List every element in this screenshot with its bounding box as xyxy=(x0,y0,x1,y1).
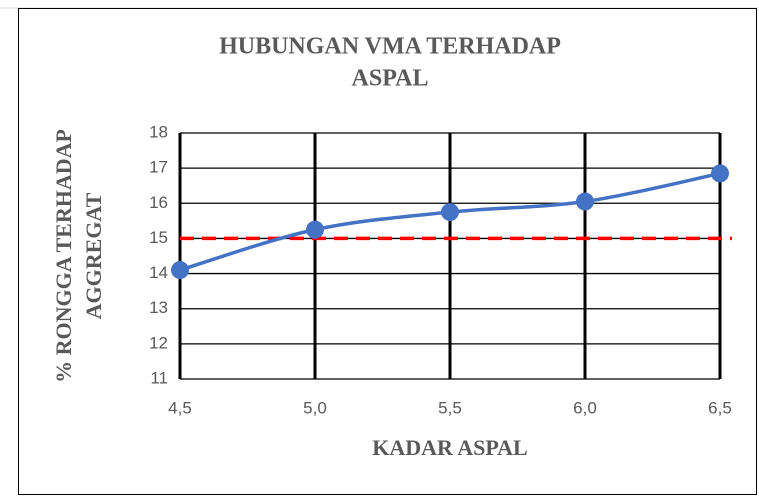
data-point xyxy=(171,261,189,280)
y-tick-label: 16 xyxy=(149,193,168,212)
y-axis-label: % RONGGA TERHADAP xyxy=(51,129,76,383)
y-tick-label: 18 xyxy=(149,122,168,141)
data-point xyxy=(441,203,459,222)
data-point xyxy=(576,192,594,211)
chart-title: HUBUNGAN VMA TERHADAP xyxy=(219,34,561,60)
x-tick-label: 4,5 xyxy=(168,398,192,417)
y-tick-label: 17 xyxy=(149,158,168,177)
y-tick-label: 11 xyxy=(150,368,168,387)
x-tick-label: 6,0 xyxy=(573,398,597,417)
y-tick-label: 14 xyxy=(149,263,168,282)
x-tick-label: 5,5 xyxy=(438,398,462,417)
x-tick-label: 5,0 xyxy=(303,398,327,417)
x-axis-label: KADAR ASPAL xyxy=(372,435,527,460)
y-tick-label: 13 xyxy=(149,298,168,317)
data-point xyxy=(711,164,729,183)
chart-border xyxy=(18,8,757,495)
y-axis-label: AGGREGAT xyxy=(81,192,106,319)
data-point xyxy=(306,220,324,239)
y-tick-label: 15 xyxy=(149,228,168,247)
y-tick-label: 12 xyxy=(149,333,168,352)
chart-title: ASPAL xyxy=(352,66,429,92)
x-tick-label: 6,5 xyxy=(708,398,732,417)
